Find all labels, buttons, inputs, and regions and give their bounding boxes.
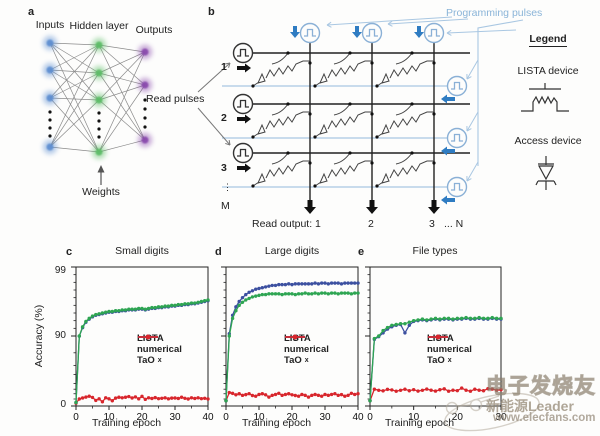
legend-label: LISTA <box>284 333 311 344</box>
label-weights: Weights <box>82 186 120 198</box>
read-output-label: Read output: 1 <box>252 218 321 230</box>
legend-label-sub: x <box>157 357 162 364</box>
legend-row-numerical: numerical <box>427 334 472 355</box>
panel-b-circuit <box>197 16 524 214</box>
ytick-0: 0 <box>60 399 66 410</box>
legend-row-taox: TaO x <box>427 334 472 366</box>
svg-text:0: 0 <box>73 412 79 423</box>
panel-letter-b: b <box>208 6 215 18</box>
chart-c-plot: 0 10 20 30 40 <box>71 266 214 423</box>
legend-label-sub: x <box>447 357 452 364</box>
legend-device-symbols <box>521 83 569 190</box>
svg-text:30: 30 <box>495 412 507 423</box>
svg-text:40: 40 <box>202 412 214 423</box>
svg-text:40: 40 <box>352 412 364 423</box>
legend-label: numerical <box>427 344 472 355</box>
legend-item-lista-device: LISTA device <box>517 65 579 77</box>
legend-row-numerical: numerical <box>137 334 182 355</box>
legend-label: numerical <box>137 344 182 355</box>
svg-text:20: 20 <box>286 412 298 423</box>
svg-text:10: 10 <box>103 412 115 423</box>
legend-label: TaO <box>137 355 155 366</box>
chart-c-legend: LISTA numerical TaO x <box>137 333 182 366</box>
legend-box-title: Legend <box>516 33 580 47</box>
legend-label: TaO <box>427 355 445 366</box>
label-read-pulses: Read pulses <box>146 93 205 105</box>
legend-label: LISTA <box>137 333 164 344</box>
svg-text:20: 20 <box>136 412 148 423</box>
ytick-99: 99 <box>54 265 66 276</box>
svg-text:0: 0 <box>367 412 373 423</box>
label-hidden-layer: Hidden layer <box>69 20 129 32</box>
taox-marker-icon <box>138 334 158 340</box>
chart-d-legend: LISTA numerical TaO x <box>284 333 329 366</box>
svg-text:30: 30 <box>319 412 331 423</box>
chart-e-xlabel: Training epoch <box>385 417 455 429</box>
svg-text:0: 0 <box>223 412 229 423</box>
legend-row-taox: TaO x <box>284 334 329 366</box>
svg-text:10: 10 <box>253 412 265 423</box>
row-label-m: M <box>221 200 230 212</box>
legend-label: LISTA <box>427 333 454 344</box>
legend-row-taox: TaO x <box>137 334 182 366</box>
svg-text:30: 30 <box>169 412 181 423</box>
label-programming-pulses: Programming pulses <box>446 7 543 19</box>
chart-e-plot: 0 10 20 30 <box>365 266 507 423</box>
svg-text:10: 10 <box>408 412 420 423</box>
taox-marker-icon <box>428 334 448 340</box>
taox-marker-icon <box>285 334 305 340</box>
read-output-colN: ... N <box>444 218 464 230</box>
panel-letter-a: a <box>28 6 35 18</box>
row-ellipsis: ⋮ <box>223 182 232 192</box>
label-outputs: Outputs <box>135 24 173 36</box>
panel-letter-c: c <box>66 246 73 258</box>
legend-row-numerical: numerical <box>284 334 329 355</box>
y-axis-label: Accuracy (%) <box>33 304 45 368</box>
label-inputs: Inputs <box>35 19 65 31</box>
legend-label-sub: x <box>304 357 309 364</box>
chart-d-title: Large digits <box>264 245 320 257</box>
row-label-2: 2 <box>221 112 227 124</box>
chart-c-title: Small digits <box>115 245 169 257</box>
panel-letter-d: d <box>215 246 222 258</box>
legend-title-text: Legend <box>529 33 567 47</box>
chart-e-legend: LISTA numerical TaO x <box>427 333 472 366</box>
chart-d-xlabel: Training epoch <box>242 417 312 429</box>
panel-letter-e: e <box>358 246 365 258</box>
legend-label: numerical <box>284 344 329 355</box>
row-label-3: 3 <box>221 162 227 174</box>
ytick-90: 90 <box>54 330 66 341</box>
panel-a-network <box>42 35 153 185</box>
read-output-col2: 2 <box>368 218 374 230</box>
row-label-1: 1 <box>221 61 227 73</box>
chart-e-title: File types <box>412 245 458 257</box>
chart-c-xlabel: Training epoch <box>92 417 162 429</box>
chart-d-plot: 0 10 20 30 40 <box>221 266 364 423</box>
read-output-col3: 3 <box>429 218 435 230</box>
legend-label: TaO <box>284 355 302 366</box>
legend-item-access-device: Access device <box>514 135 582 147</box>
